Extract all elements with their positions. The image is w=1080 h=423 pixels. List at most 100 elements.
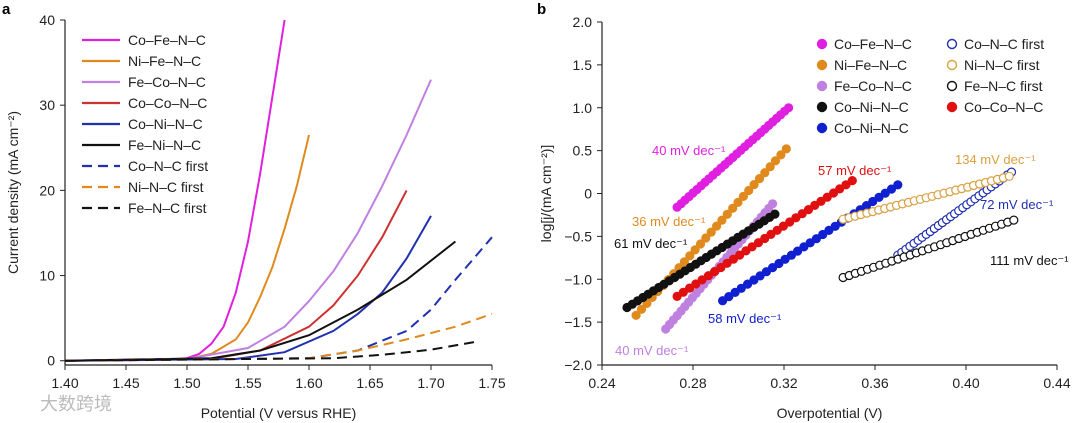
series-points-6: [838, 171, 1014, 224]
x-tick-label: 1.50: [173, 375, 200, 391]
legend-label-8: Co–Co–N–C: [964, 99, 1043, 115]
data-point: [816, 196, 826, 206]
y-tick-label: 20: [39, 182, 55, 198]
data-point: [716, 262, 726, 273]
data-point: [749, 180, 759, 190]
legend-label-4: Co–Ni–N–C: [834, 120, 909, 136]
data-point: [697, 275, 707, 285]
x-tick-label: 0.40: [952, 375, 979, 391]
data-point: [766, 229, 776, 239]
tafel-slope-label-7: 111 mV dec⁻¹: [990, 253, 1069, 268]
data-point: [749, 275, 759, 285]
data-point: [761, 267, 772, 277]
data-point: [1004, 171, 1014, 181]
legend-marker-7: [946, 80, 958, 92]
data-point: [799, 242, 809, 252]
data-point: [631, 310, 641, 320]
series-line-3: [64, 189, 408, 362]
data-point: [791, 213, 801, 223]
data-point: [778, 221, 789, 231]
y-tick-label: −1.5: [564, 314, 592, 330]
x-tick-label: 1.60: [295, 375, 322, 391]
data-point: [818, 229, 828, 240]
legend-label-4: Co–Ni–N–C: [128, 116, 203, 132]
data-point: [772, 225, 782, 235]
tafel-slope-label-2: 40 mV dec⁻¹: [615, 343, 689, 358]
tafel-slope-label-0: 40 mV dec⁻¹: [652, 143, 726, 158]
data-point: [684, 283, 695, 293]
data-point: [781, 144, 791, 154]
legend-label-3: Co–Co–N–C: [128, 95, 207, 111]
legend-label-0: Co–Fe–N–C: [128, 32, 206, 48]
legend-marker-5: [946, 38, 958, 50]
data-point: [741, 246, 751, 256]
data-point: [767, 263, 778, 273]
data-point: [811, 234, 822, 244]
legend-marker-8: [946, 101, 958, 113]
panel-label-b: b: [537, 1, 546, 18]
x-tick-label: 0.28: [679, 375, 706, 391]
data-point: [690, 245, 700, 255]
data-point: [776, 150, 786, 160]
x-tick-label: 1.55: [234, 375, 261, 391]
chart-panel-a: 1.40 1.45 1.50 1.55 1.60 1.65 1.70 1.75 0 10 20 30 4…: [5, 12, 506, 421]
y-tick-label: 0: [47, 353, 55, 369]
legend-label-6: Co–N–C first: [128, 158, 208, 174]
data-point: [810, 200, 820, 210]
y-tick-label: 1.5: [573, 57, 593, 73]
legend-label-3: Co–Ni–N–C: [834, 99, 909, 115]
series-points-0: [672, 103, 794, 212]
data-point: [780, 254, 790, 264]
data-point: [770, 209, 780, 219]
data-point: [767, 199, 778, 209]
data-point: [636, 304, 647, 314]
x-tick-label: 1.70: [417, 375, 444, 391]
data-point: [695, 239, 706, 249]
data-point: [691, 279, 701, 289]
data-point: [754, 174, 765, 184]
data-point: [744, 185, 754, 196]
x-tick-label: 1.40: [51, 375, 78, 391]
x-tick-label: 1.45: [112, 375, 139, 391]
data-point: [797, 209, 807, 219]
data-point: [841, 180, 851, 190]
x-axis-label: Potential (V versus RHE): [201, 405, 357, 421]
data-point: [706, 227, 716, 237]
x-axis-label: Overpotential (V): [777, 405, 883, 421]
x-tick-label: 0.32: [770, 375, 797, 391]
legend-marker-2: [816, 80, 828, 92]
data-point: [760, 168, 770, 178]
data-point: [742, 279, 753, 289]
data-point: [830, 221, 840, 231]
tafel-slope-label-6: 134 mV dec⁻¹: [955, 152, 1036, 167]
data-point: [847, 176, 857, 186]
x-tick-label: 1.75: [478, 375, 505, 391]
data-point: [880, 188, 890, 198]
y-tick-label: −1.0: [564, 271, 592, 287]
legend-label-7: Fe–N–C first: [964, 78, 1043, 94]
chart-panel-b: 0.24 0.28 0.32 0.36 0.40 0.44 2.0 1.5 1.0 0.5 0 −0.…: [538, 14, 1071, 421]
data-point: [724, 292, 734, 302]
legend-label-8: Fe–N–C first: [128, 200, 207, 216]
tafel-slope-label-1: 36 mV dec⁻¹: [632, 214, 706, 229]
data-point: [685, 251, 695, 261]
series-points-7: [838, 215, 1019, 283]
data-point: [703, 271, 714, 281]
data-point: [822, 192, 832, 202]
data-point: [893, 180, 903, 190]
data-point: [868, 196, 878, 207]
legend-marker-1: [816, 59, 828, 71]
data-point: [717, 215, 727, 225]
data-point: [805, 238, 815, 248]
data-point: [678, 287, 688, 297]
data-point: [728, 203, 738, 213]
legend-label-2: Fe–Co–N–C: [128, 74, 206, 90]
series-points-3: [622, 209, 780, 313]
tafel-slope-label-3: 61 mV dec⁻¹: [614, 236, 688, 251]
legend-label-1: Ni–Fe–N–C: [834, 57, 907, 73]
legend-marker-4: [816, 122, 828, 134]
data-point: [785, 217, 795, 227]
y-tick-label: 1.0: [573, 100, 593, 116]
tafel-slope-label-5: 72 mV dec⁻¹: [980, 197, 1054, 212]
legend-marker-6: [946, 59, 958, 71]
